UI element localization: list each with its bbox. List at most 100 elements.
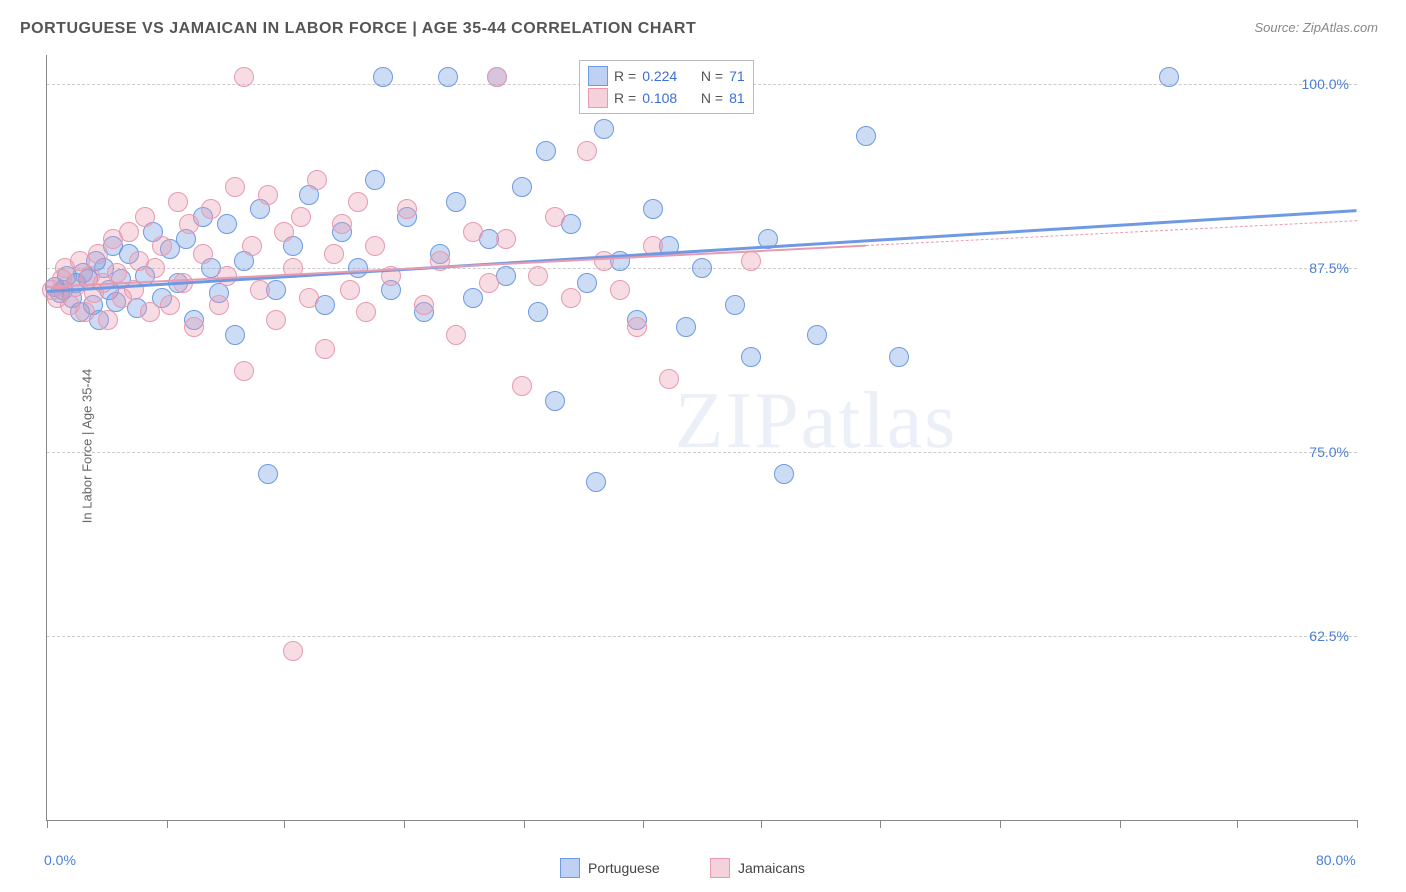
- data-point: [140, 302, 160, 322]
- y-tick-label: 75.0%: [1309, 444, 1349, 460]
- y-tick-label: 62.5%: [1309, 628, 1349, 644]
- data-point: [643, 199, 663, 219]
- data-point: [545, 391, 565, 411]
- data-point: [610, 280, 630, 300]
- data-point: [179, 214, 199, 234]
- data-point: [168, 192, 188, 212]
- data-point: [274, 222, 294, 242]
- chart-title: PORTUGUESE VS JAMAICAN IN LABOR FORCE | …: [20, 20, 696, 38]
- data-point: [807, 325, 827, 345]
- data-point: [98, 310, 118, 330]
- data-point: [107, 263, 127, 283]
- x-axis-max-label: 80.0%: [1316, 852, 1356, 868]
- y-tick-label: 87.5%: [1309, 260, 1349, 276]
- data-point: [528, 302, 548, 322]
- series-legend-item: Portuguese: [560, 858, 660, 878]
- data-point: [209, 295, 229, 315]
- data-point: [258, 185, 278, 205]
- x-tick: [167, 820, 168, 828]
- legend-r-value: 0.224: [642, 68, 677, 84]
- data-point: [88, 244, 108, 264]
- data-point: [741, 251, 761, 271]
- data-point: [225, 177, 245, 197]
- x-tick: [1357, 820, 1358, 828]
- data-point: [75, 302, 95, 322]
- data-point: [324, 244, 344, 264]
- data-point: [463, 288, 483, 308]
- x-tick: [284, 820, 285, 828]
- data-point: [365, 170, 385, 190]
- data-point: [561, 288, 581, 308]
- data-point: [291, 207, 311, 227]
- legend-row: R = 0.108 N = 81: [588, 87, 745, 109]
- legend-n-value: 81: [729, 90, 745, 106]
- data-point: [201, 199, 221, 219]
- y-tick-label: 100.0%: [1302, 76, 1349, 92]
- data-point: [577, 141, 597, 161]
- data-point: [217, 214, 237, 234]
- legend-row: R = 0.224 N = 71: [588, 65, 745, 87]
- data-point: [348, 258, 368, 278]
- correlation-legend: R = 0.224 N = 71R = 0.108 N = 81: [579, 60, 754, 114]
- data-point: [348, 192, 368, 212]
- data-point: [365, 236, 385, 256]
- data-point: [774, 464, 794, 484]
- legend-label: Jamaicans: [738, 860, 805, 876]
- data-point: [193, 244, 213, 264]
- legend-n-label: N =: [701, 90, 723, 106]
- data-point: [119, 222, 139, 242]
- data-point: [512, 376, 532, 396]
- data-point: [627, 317, 647, 337]
- data-point: [536, 141, 556, 161]
- legend-r-label: R =: [614, 68, 636, 84]
- legend-n-value: 71: [729, 68, 745, 84]
- data-point: [234, 361, 254, 381]
- data-point: [528, 266, 548, 286]
- data-point: [184, 317, 204, 337]
- x-tick: [524, 820, 525, 828]
- data-point: [152, 236, 172, 256]
- legend-swatch: [710, 858, 730, 878]
- data-point: [463, 222, 483, 242]
- data-point: [307, 170, 327, 190]
- data-point: [234, 67, 254, 87]
- data-point: [160, 295, 180, 315]
- legend-swatch: [560, 858, 580, 878]
- legend-label: Portuguese: [588, 860, 660, 876]
- data-point: [135, 207, 155, 227]
- data-point: [258, 464, 278, 484]
- data-point: [446, 192, 466, 212]
- data-point: [315, 339, 335, 359]
- data-point: [446, 325, 466, 345]
- series-legend-item: Jamaicans: [710, 858, 805, 878]
- data-point: [299, 288, 319, 308]
- data-point: [332, 214, 352, 234]
- data-point: [692, 258, 712, 278]
- data-point: [545, 207, 565, 227]
- x-tick: [643, 820, 644, 828]
- x-tick: [404, 820, 405, 828]
- data-point: [1159, 67, 1179, 87]
- data-point: [373, 67, 393, 87]
- gridline: [47, 452, 1357, 453]
- legend-r-value: 0.108: [642, 90, 677, 106]
- data-point: [659, 369, 679, 389]
- legend-swatch: [588, 88, 608, 108]
- data-point: [438, 67, 458, 87]
- legend-r-label: R =: [614, 90, 636, 106]
- x-axis-min-label: 0.0%: [44, 852, 76, 868]
- data-point: [512, 177, 532, 197]
- data-point: [414, 295, 434, 315]
- data-point: [741, 347, 761, 367]
- data-point: [496, 229, 516, 249]
- x-tick: [1000, 820, 1001, 828]
- x-tick: [47, 820, 48, 828]
- chart-source: Source: ZipAtlas.com: [1254, 20, 1378, 35]
- legend-n-label: N =: [701, 68, 723, 84]
- x-tick: [880, 820, 881, 828]
- data-point: [487, 67, 507, 87]
- data-point: [356, 302, 376, 322]
- data-point: [676, 317, 696, 337]
- gridline: [47, 636, 1357, 637]
- data-point: [266, 310, 286, 330]
